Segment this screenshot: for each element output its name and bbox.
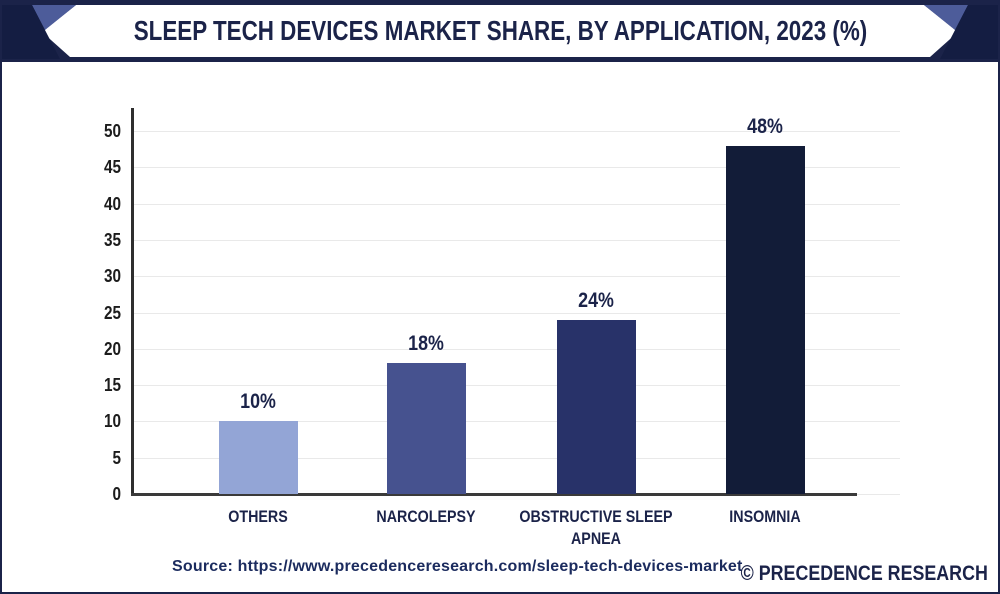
y-tick-label: 20 — [103, 338, 121, 359]
y-tick-label: 5 — [112, 447, 121, 468]
y-tick-label: 45 — [103, 157, 121, 178]
y-gridline — [131, 276, 900, 278]
bar-value-label: 24% — [578, 288, 614, 312]
y-tick-label: 50 — [103, 121, 121, 141]
y-axis-line — [131, 108, 134, 496]
header-corner-left — [2, 5, 60, 59]
x-axis-line — [131, 493, 857, 496]
y-gridline — [131, 385, 900, 387]
header-white-ribbon — [42, 5, 958, 57]
header-accent-left — [32, 5, 76, 30]
bar-value-label: 18% — [408, 332, 444, 356]
y-gridline — [131, 167, 900, 169]
chart-title: SLEEP TECH DEVICES MARKET SHARE, BY APPL… — [2, 2, 998, 59]
y-gridline — [131, 348, 900, 350]
bar-value-label: 48% — [747, 114, 783, 138]
header-accent-right — [924, 5, 968, 30]
bar — [218, 421, 298, 494]
bar — [386, 363, 466, 494]
header-banner-graphic — [2, 2, 998, 62]
bar-value-label: 10% — [240, 390, 276, 414]
bar — [725, 145, 805, 494]
source-citation: Source: https://www.precedenceresearch.c… — [172, 558, 743, 575]
y-gridline — [131, 421, 900, 423]
category-label: OBSTRUCTIVE SLEEP APNEA — [519, 507, 673, 548]
bar-chart: 0 5 10 15 20 25 30 35 40 45 50 10% OTHERS 18% NARCOLEP… — [2, 62, 998, 548]
y-tick-label: 0 — [112, 484, 121, 504]
chart-title-text: SLEEP TECH DEVICES MARKET SHARE, BY APPL… — [133, 14, 867, 46]
y-gridline — [131, 312, 900, 314]
y-tick-label: 10 — [103, 411, 121, 432]
header-corner-right — [940, 5, 998, 59]
y-gridline — [131, 203, 900, 205]
y-tick-label: 40 — [103, 193, 121, 214]
y-gridline — [131, 239, 900, 241]
category-label: OTHERS — [228, 507, 288, 526]
y-tick-label: 15 — [103, 375, 121, 396]
category-label: INSOMNIA — [729, 507, 801, 526]
y-gridline — [131, 457, 900, 459]
y-tick-label: 35 — [103, 229, 121, 250]
category-label: NARCOLEPSY — [376, 507, 476, 526]
bar — [556, 319, 636, 494]
y-tick-label: 25 — [103, 302, 121, 323]
y-gridline — [131, 131, 900, 132]
y-tick-label: 30 — [103, 266, 121, 287]
header-banner: SLEEP TECH DEVICES MARKET SHARE, BY APPL… — [2, 2, 998, 62]
precedence-research-logo: © PRECEDENCE RESEARCH — [740, 562, 988, 585]
